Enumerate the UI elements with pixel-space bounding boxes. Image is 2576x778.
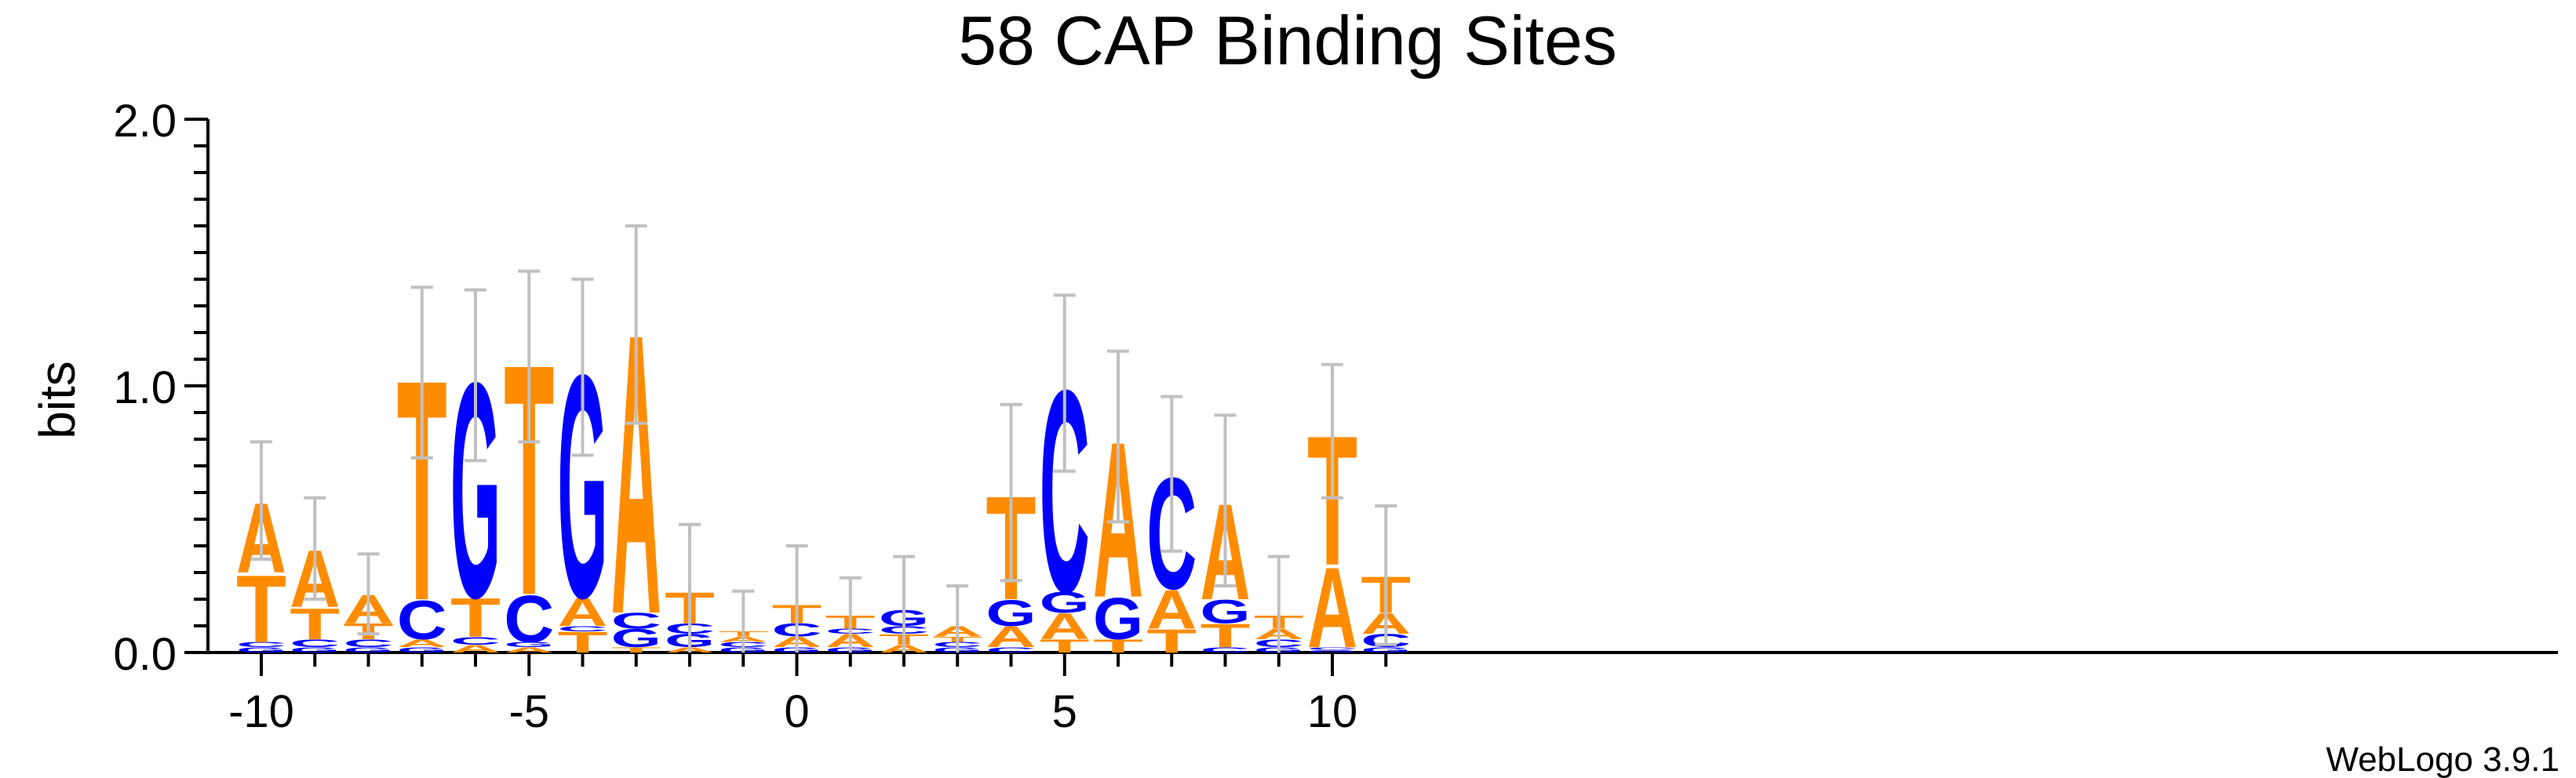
logo-letter-c: C: [504, 582, 554, 656]
logo-letter-t: T: [1093, 636, 1143, 656]
logo-letter-t: T: [290, 599, 340, 649]
logo-letter-c: C: [450, 634, 501, 647]
logo-letter-g: G: [397, 646, 447, 654]
logo-letter-g: G: [1040, 586, 1090, 619]
logo-letter-t: T: [450, 586, 501, 648]
logo-letter-a: A: [450, 642, 501, 655]
x-tick-label: 5: [1052, 686, 1077, 737]
logo-letter-g: G: [1201, 593, 1251, 630]
y-axis-label: bits: [29, 361, 86, 439]
logo-letter-g: G: [504, 641, 554, 649]
logo-letter-c: C: [558, 624, 608, 632]
logo-letter-g: G: [611, 624, 661, 653]
y-tick-label: 2.0: [113, 96, 177, 147]
logo-letter-g: G: [1093, 586, 1143, 652]
logo-letter-c: C: [611, 609, 661, 634]
logo-letter-c: C: [986, 646, 1037, 654]
logo-letter-a: A: [1307, 543, 1357, 672]
logo-letter-t: T: [236, 556, 286, 663]
chart-title: 58 CAP Binding Sites: [958, 2, 1617, 79]
logo-letter-c: C: [397, 589, 447, 651]
logo-letter-t: T: [611, 645, 661, 654]
logo-letter-t: T: [1146, 623, 1197, 660]
logo-letter-g: G: [1307, 649, 1357, 653]
logo-letter-t: T: [1040, 636, 1090, 656]
logo-letter-c: C: [236, 641, 286, 649]
logo-letter-g: G: [236, 646, 286, 654]
logo-letter-c: C: [344, 638, 394, 650]
logo-letter-a: A: [1146, 578, 1197, 640]
logo-letter-a: A: [558, 590, 608, 635]
y-tick-label: 1.0: [113, 362, 177, 413]
tick-labels: 0.0 1.0 2.0 -10 -5 0 5 10: [113, 96, 1357, 737]
logo-letter-g: G: [1361, 646, 1411, 654]
logo-letter-a: A: [397, 638, 447, 650]
logo-letter-a: A: [504, 646, 554, 654]
weblogo-footer: WebLogo 3.9.1: [2326, 740, 2560, 778]
logo-letter-g: G: [344, 646, 394, 654]
logo-letter-t: T: [558, 626, 608, 659]
logo-letter-c: C: [1307, 646, 1357, 650]
logo-letter-g: G: [290, 646, 340, 654]
axes: [184, 118, 2558, 676]
error-bars: [250, 224, 1397, 653]
x-tick-label: 10: [1307, 686, 1358, 737]
logo-letter-g: G: [986, 593, 1037, 634]
x-tick-label: -10: [228, 686, 294, 737]
logo-letter-c: C: [290, 638, 340, 650]
y-tick-label: 0.0: [113, 629, 177, 680]
logo-letter-t: T: [1201, 617, 1251, 654]
letter-stacks: GCTAGCTAGCTAGACTACTGAGCTTCAGTGCAAGCTGCAT…: [236, 251, 1411, 698]
x-tick-label: 0: [784, 686, 809, 737]
x-tick-label: -5: [508, 686, 549, 737]
logo-letter-c: C: [1201, 646, 1251, 654]
logo-letter-a: A: [986, 620, 1037, 653]
logo-letter-a: A: [1040, 606, 1090, 648]
